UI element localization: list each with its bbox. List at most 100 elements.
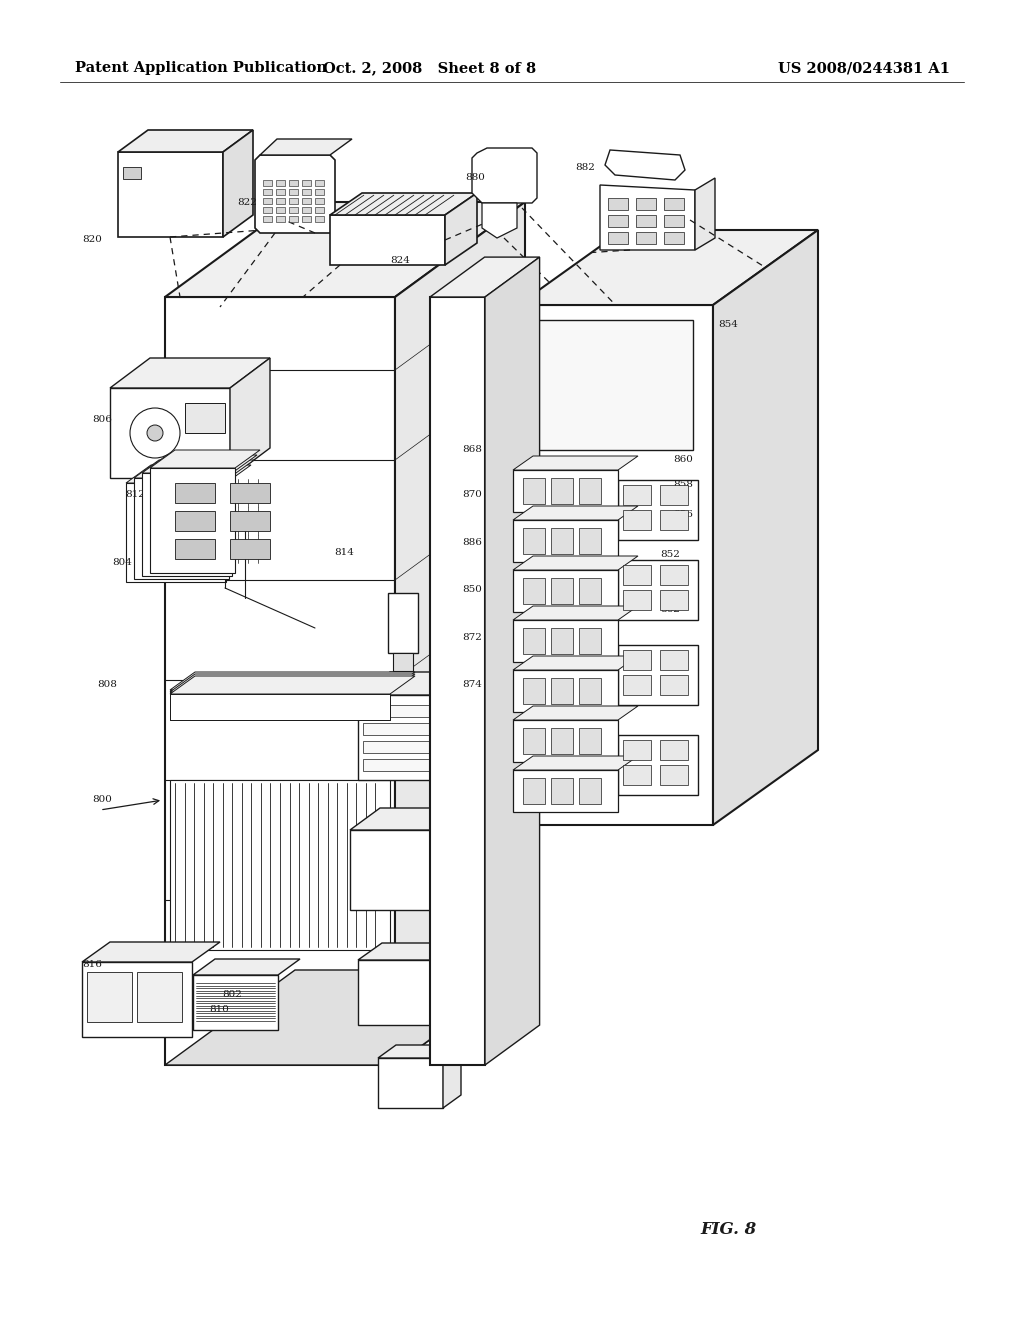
Bar xyxy=(538,319,693,450)
Polygon shape xyxy=(518,230,818,305)
Bar xyxy=(276,180,285,186)
Bar xyxy=(170,692,390,719)
Text: 822: 822 xyxy=(237,198,257,207)
Text: 850: 850 xyxy=(462,585,482,594)
Polygon shape xyxy=(445,193,477,265)
Text: 802: 802 xyxy=(222,990,242,999)
Polygon shape xyxy=(165,202,525,297)
Polygon shape xyxy=(126,465,251,483)
Bar xyxy=(263,216,272,222)
Bar xyxy=(579,729,601,754)
Bar xyxy=(263,180,272,186)
Bar xyxy=(87,972,132,1022)
Polygon shape xyxy=(150,469,234,573)
Polygon shape xyxy=(513,656,638,671)
Polygon shape xyxy=(513,556,638,570)
Bar xyxy=(289,207,298,213)
Circle shape xyxy=(130,408,180,458)
Text: 864: 864 xyxy=(535,730,555,739)
Text: 812: 812 xyxy=(125,490,144,499)
Bar xyxy=(362,723,468,735)
Polygon shape xyxy=(350,808,490,830)
Polygon shape xyxy=(110,388,230,478)
Bar xyxy=(263,207,272,213)
Text: 824: 824 xyxy=(390,256,410,265)
Bar xyxy=(170,690,390,719)
Polygon shape xyxy=(193,960,300,975)
Polygon shape xyxy=(513,520,618,562)
Bar xyxy=(230,539,270,558)
Bar xyxy=(362,759,468,771)
Text: 800: 800 xyxy=(92,795,112,804)
Bar xyxy=(393,653,413,671)
Bar xyxy=(175,539,215,558)
Polygon shape xyxy=(142,455,257,473)
Polygon shape xyxy=(134,478,229,579)
Text: 872: 872 xyxy=(462,634,482,642)
Circle shape xyxy=(147,425,163,441)
Bar xyxy=(523,528,545,554)
Polygon shape xyxy=(126,483,226,582)
Bar xyxy=(302,180,311,186)
Bar xyxy=(660,741,688,760)
Bar xyxy=(618,735,698,795)
Bar xyxy=(170,780,390,950)
Bar xyxy=(623,565,651,585)
Polygon shape xyxy=(358,672,505,696)
Text: 810: 810 xyxy=(209,1005,229,1014)
Polygon shape xyxy=(513,756,638,770)
Polygon shape xyxy=(170,675,415,692)
Polygon shape xyxy=(378,1059,443,1107)
Polygon shape xyxy=(150,450,260,469)
Text: US 2008/0244381 A1: US 2008/0244381 A1 xyxy=(778,61,950,75)
Text: Oct. 2, 2008   Sheet 8 of 8: Oct. 2, 2008 Sheet 8 of 8 xyxy=(324,61,537,75)
Bar xyxy=(618,560,698,620)
Polygon shape xyxy=(518,305,713,825)
Polygon shape xyxy=(118,129,253,152)
Bar xyxy=(551,528,573,554)
Polygon shape xyxy=(605,150,685,180)
Bar xyxy=(523,628,545,653)
Bar xyxy=(660,484,688,506)
Polygon shape xyxy=(395,202,525,1065)
Polygon shape xyxy=(513,706,638,719)
Circle shape xyxy=(484,158,520,194)
Circle shape xyxy=(147,191,159,203)
Polygon shape xyxy=(330,193,477,215)
Bar xyxy=(263,198,272,205)
Polygon shape xyxy=(482,203,517,238)
Text: 816: 816 xyxy=(82,960,101,969)
Bar xyxy=(523,777,545,804)
Polygon shape xyxy=(513,770,618,812)
Bar xyxy=(302,207,311,213)
Bar xyxy=(276,198,285,205)
Polygon shape xyxy=(513,455,638,470)
Polygon shape xyxy=(485,257,540,1065)
Polygon shape xyxy=(513,570,618,612)
Bar xyxy=(289,189,298,195)
Bar xyxy=(664,232,684,244)
Bar xyxy=(660,649,688,671)
Polygon shape xyxy=(430,257,540,297)
Polygon shape xyxy=(378,1045,461,1059)
Polygon shape xyxy=(443,1045,461,1107)
Polygon shape xyxy=(513,719,618,762)
Bar xyxy=(315,198,324,205)
Bar xyxy=(623,741,651,760)
Polygon shape xyxy=(713,230,818,825)
Bar xyxy=(660,510,688,531)
Circle shape xyxy=(490,164,514,187)
Polygon shape xyxy=(513,671,618,711)
Text: 806: 806 xyxy=(92,414,112,424)
Text: 868: 868 xyxy=(462,445,482,454)
Polygon shape xyxy=(170,676,415,694)
Bar xyxy=(362,705,468,717)
Polygon shape xyxy=(193,975,278,1030)
Polygon shape xyxy=(110,358,270,388)
Polygon shape xyxy=(142,473,232,576)
Bar xyxy=(551,578,573,605)
Polygon shape xyxy=(430,297,485,1065)
Text: 870: 870 xyxy=(462,490,482,499)
Bar xyxy=(137,972,182,1022)
Bar xyxy=(623,510,651,531)
